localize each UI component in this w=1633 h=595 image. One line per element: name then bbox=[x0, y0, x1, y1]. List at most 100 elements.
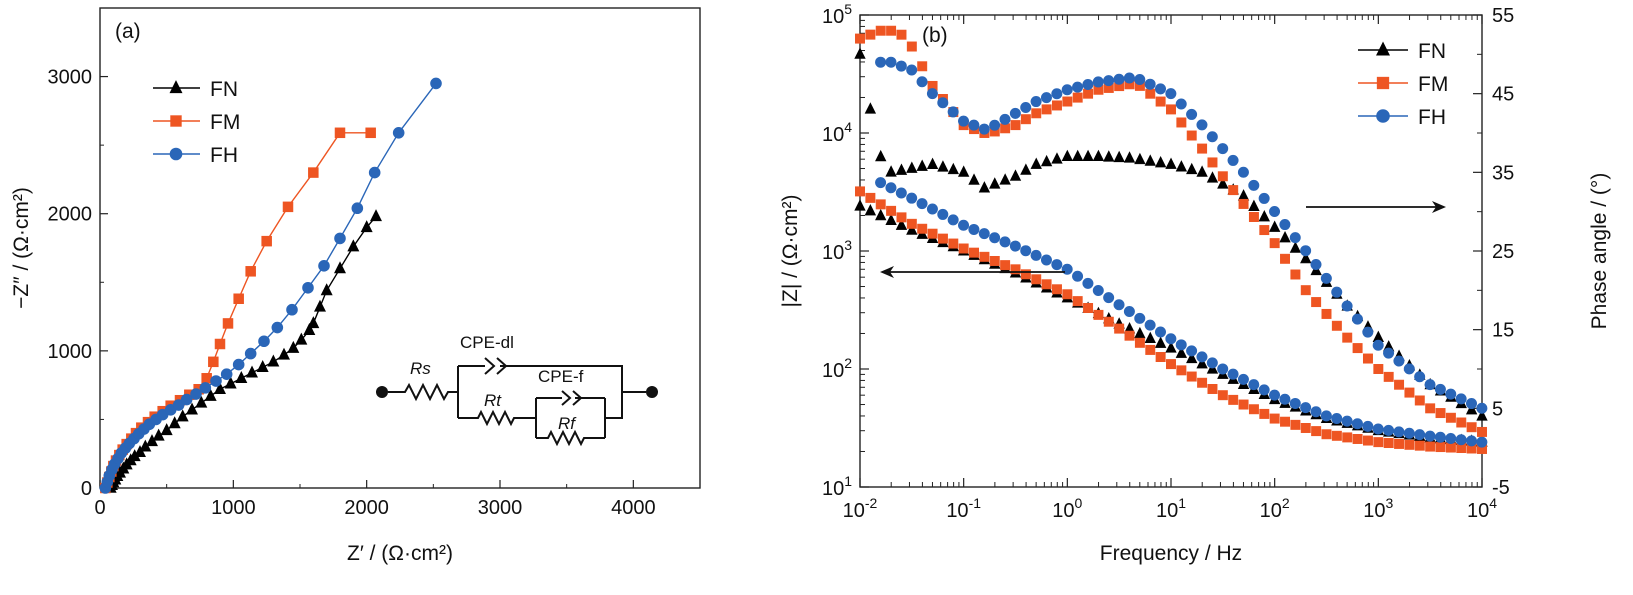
panel-b-modulus-point-FH bbox=[1175, 339, 1187, 351]
panel-b-y-tick-label: 102 bbox=[822, 355, 852, 382]
panel-b-modulus-point-FN bbox=[1144, 331, 1156, 344]
panel-b-phase-point-FN bbox=[989, 177, 1001, 189]
panel-b-modulus-point-FN bbox=[1186, 351, 1198, 364]
panel-b-modulus-point-FH bbox=[885, 182, 897, 194]
panel-b-modulus-point-FM bbox=[948, 238, 959, 249]
panel-b-modulus-point-FH bbox=[1383, 424, 1395, 436]
panel-b-phase-point-FH bbox=[947, 106, 959, 118]
panel-b-modulus-point-FM bbox=[1031, 274, 1042, 285]
panel-b-phase-point-FM bbox=[1383, 371, 1394, 382]
panel-a-point-FN bbox=[360, 220, 373, 233]
panel-b-phase-point-FN bbox=[1279, 230, 1291, 243]
panel-b-modulus-point-FM bbox=[1435, 442, 1446, 453]
panel-a-point-FN bbox=[295, 332, 308, 345]
panel-a-legend-label-FH: FH bbox=[210, 144, 238, 167]
panel-a-point-FH bbox=[232, 358, 245, 371]
panel-b-modulus-point-FH bbox=[1414, 429, 1426, 441]
panel-b-modulus-point-FM bbox=[1207, 384, 1218, 394]
panel-a-point-FN bbox=[287, 340, 300, 353]
panel-b-phase-point-FM bbox=[1466, 422, 1477, 433]
panel-b-modulus-point-FH bbox=[1331, 413, 1343, 425]
panel-b-modulus-point-FH bbox=[937, 208, 949, 220]
panel-a-point-FH bbox=[271, 321, 284, 334]
panel-b-modulus-point-FH bbox=[1320, 410, 1332, 422]
panel-a-ticks: 0 1000 2000 3000 4000 0 1000 2000 3000 bbox=[48, 67, 656, 519]
panel-b-phase-point-FH bbox=[937, 97, 949, 109]
panel-b-modulus-point-FM bbox=[1394, 438, 1405, 449]
panel-b-modulus-point-FH bbox=[1372, 423, 1384, 435]
panel-b-phase-point-FH bbox=[885, 56, 897, 68]
panel-b-modulus-point-FM bbox=[1155, 352, 1166, 362]
panel-a-line-FH bbox=[104, 83, 437, 489]
panel-b-phase-point-FH bbox=[1144, 78, 1156, 90]
panel-b-phase-point-FH bbox=[1300, 245, 1312, 257]
panel-b-phase-point-FN bbox=[1248, 199, 1260, 211]
panel-b-modulus-point-FH bbox=[1310, 406, 1322, 418]
panel-a-point-FH bbox=[351, 202, 364, 215]
panel-b-label: (b) bbox=[922, 24, 948, 47]
panel-a-point-FH bbox=[172, 399, 185, 411]
panel-b-modulus-point-FM bbox=[979, 251, 990, 262]
panel-a-point-FN bbox=[307, 316, 320, 329]
panel-a-point-FN bbox=[176, 409, 189, 422]
panel-b-phase-point-FN bbox=[1206, 171, 1219, 183]
panel-a-legend-marker-FM bbox=[170, 115, 182, 127]
panel-b-modulus-point-FH bbox=[1144, 319, 1156, 331]
panel-b-phase-point-FM bbox=[855, 33, 865, 44]
panel-b-phase-point-FN bbox=[1165, 157, 1177, 169]
panel-b-phase-point-FM bbox=[1176, 117, 1187, 128]
panel-b-phase-point-FN bbox=[1082, 149, 1094, 162]
panel-b-phase-point-FN bbox=[978, 181, 991, 193]
panel-a-point-FH bbox=[368, 166, 381, 179]
panel-a-legend-marker-FN bbox=[169, 80, 183, 94]
panel-b-phase-series-FM bbox=[855, 25, 1487, 437]
panel-b-phase-point-FN bbox=[999, 173, 1011, 185]
panel-b-phase-point-FH bbox=[1227, 154, 1239, 166]
panel-b-phase-point-FH bbox=[1414, 371, 1426, 383]
panel-b-modulus-point-FN bbox=[885, 213, 897, 226]
panel-b-modulus-point-FH bbox=[1227, 368, 1239, 380]
panel-b-phase-point-FH bbox=[1455, 393, 1467, 405]
panel-b-phase-point-FH bbox=[1206, 131, 1218, 143]
panel-a-point-FH bbox=[244, 347, 257, 360]
panel-a-y-tick-label: 3000 bbox=[48, 67, 93, 89]
panel-b-phase-point-FN bbox=[854, 47, 866, 59]
panel-b-modulus-point-FM bbox=[1020, 269, 1031, 280]
panel-a-point-FN bbox=[160, 423, 173, 436]
panel-b-modulus-point-FH bbox=[1206, 357, 1218, 369]
panel-b-modulus-point-FM bbox=[1145, 344, 1156, 355]
panel-a-point-FM bbox=[201, 373, 212, 384]
panel-a-point-FM bbox=[261, 235, 272, 247]
panel-b-modulus-point-FH bbox=[1403, 427, 1415, 439]
panel-b-phase-point-FN bbox=[1217, 177, 1229, 189]
panel-b-phase-point-FM bbox=[1280, 253, 1291, 264]
panel-b-modulus-point-FH bbox=[926, 203, 938, 215]
panel-b-phase-point-FH bbox=[1237, 166, 1249, 178]
panel-b-phase-point-FM bbox=[906, 41, 917, 52]
panel-b-modulus-point-FH bbox=[1082, 277, 1094, 289]
panel-b-modulus-point-FM bbox=[1186, 371, 1197, 382]
panel-b-phase-point-FH bbox=[1134, 74, 1146, 86]
panel-b-modulus-point-FH bbox=[1165, 333, 1177, 345]
panel-b-phase-point-FM bbox=[1435, 408, 1446, 419]
panel-b-modulus-point-FH bbox=[1289, 397, 1301, 409]
panel-b-modulus-point-FM bbox=[1383, 438, 1394, 449]
panel-b-modulus-point-FH bbox=[1424, 430, 1436, 442]
panel-b-phase-point-FM bbox=[1062, 96, 1073, 107]
panel-b-phase-point-FH bbox=[989, 119, 1001, 131]
panel-a-series-FN bbox=[104, 209, 382, 493]
panel-b-modulus-point-FM bbox=[875, 199, 886, 210]
panel-b-phase-point-FN bbox=[906, 161, 918, 173]
panel-b-phase-point-FH bbox=[999, 113, 1011, 125]
panel-b-phase-point-FH bbox=[1320, 272, 1332, 284]
panel-b-phase-point-FN bbox=[1268, 220, 1281, 232]
circuit-cpe-dl-label: CPE-dl bbox=[460, 333, 514, 352]
panel-b-phase-point-FM bbox=[1290, 269, 1301, 280]
panel-b-phase-point-FN bbox=[957, 165, 970, 177]
panel-a-point-FN bbox=[314, 299, 326, 312]
panel-a-line-FN bbox=[110, 216, 377, 489]
panel-a-y-tick-label: 2000 bbox=[48, 204, 93, 226]
panel-b-modulus-point-FM bbox=[1217, 390, 1228, 401]
panel-b-phase-point-FM bbox=[1352, 343, 1363, 354]
panel-a-point-FM bbox=[208, 356, 219, 368]
